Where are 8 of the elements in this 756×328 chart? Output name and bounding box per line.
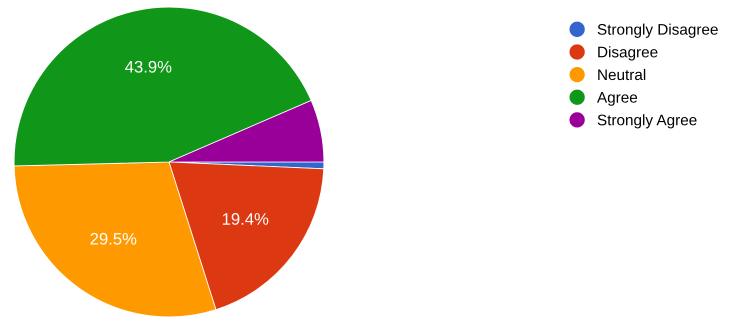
- legend-label: Neutral: [598, 68, 646, 80]
- legend-label: Strongly Agree: [598, 114, 697, 128]
- legend-label: Strongly Disagree: [598, 24, 718, 38]
- legend-label: Agree: [597, 92, 638, 106]
- data-label: 19.4%: [222, 213, 268, 225]
- legend-label: Disagree: [598, 46, 658, 60]
- data-label: 29.5%: [90, 232, 136, 245]
- data-label: 43.9%: [125, 60, 172, 73]
